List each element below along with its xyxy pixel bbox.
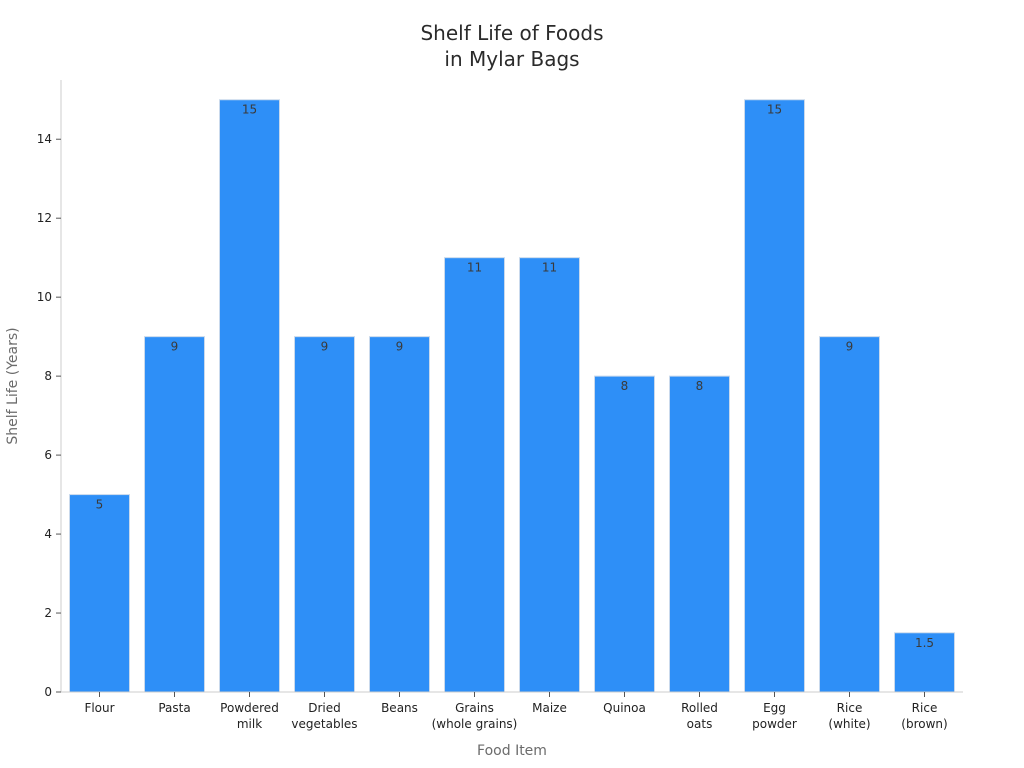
x-tick-label: Maize <box>532 701 567 715</box>
x-tick-label: Rolled oats <box>681 701 718 731</box>
x-tick-label-line: Maize <box>532 701 567 715</box>
y-axis: 0 2 4 6 8 10 12 14 <box>37 80 62 699</box>
x-tick-label-line: Flour <box>84 701 114 715</box>
bar <box>744 99 805 693</box>
bar <box>144 336 205 693</box>
x-axis-label: Food Item <box>477 743 547 759</box>
bar-value-label: 11 <box>542 261 557 275</box>
x-tick-label: Quinoa <box>603 701 646 715</box>
x-tick-label-line: Quinoa <box>603 701 646 715</box>
bar <box>819 336 880 693</box>
x-tick-label: Dried vegetables <box>291 701 357 731</box>
x-tick-label: Rice (white) <box>828 701 870 731</box>
x-tick-label: Pasta <box>158 701 190 715</box>
bar <box>444 257 505 693</box>
bar <box>369 336 430 693</box>
bar-value-label: 9 <box>321 340 329 354</box>
x-tick-label-line: vegetables <box>291 717 357 731</box>
y-axis-label: Shelf Life (Years) <box>5 327 21 444</box>
bar-value-label: 11 <box>467 261 482 275</box>
x-tick-label-line: Pasta <box>158 701 190 715</box>
x-tick-label-line: powder <box>752 717 797 731</box>
chart-title-line-1: Shelf Life of Foods <box>420 21 603 45</box>
x-tick-label-line: Beans <box>381 701 418 715</box>
x-tick-label-line: oats <box>687 717 713 731</box>
x-tick-label-line: (whole grains) <box>432 717 518 731</box>
x-axis: Flour Pasta Powdered milk Dried vegetables Bea… <box>61 691 963 731</box>
bar <box>519 257 580 693</box>
bar <box>669 375 730 693</box>
x-tick-label-line: (white) <box>828 717 870 731</box>
bar-value-label: 8 <box>621 379 629 393</box>
y-tick-label: 4 <box>44 527 52 541</box>
x-tick-label-line: Grains <box>455 701 494 715</box>
bar-value-label: 9 <box>396 340 404 354</box>
x-tick-label-line: Egg <box>763 701 786 715</box>
y-tick-label: 12 <box>37 211 52 225</box>
bar-value-label: 15 <box>767 103 782 117</box>
x-tick-label-line: Rolled <box>681 701 718 715</box>
bar <box>69 494 130 693</box>
x-tick-label: Rice (brown) <box>901 701 947 731</box>
bar <box>594 375 655 693</box>
bar-value-label: 5 <box>96 498 104 512</box>
x-tick-label: Powdered milk <box>220 701 279 731</box>
y-tick-label: 0 <box>44 685 52 699</box>
bar <box>219 99 280 693</box>
y-tick-label: 6 <box>44 448 52 462</box>
y-tick-label: 2 <box>44 606 52 620</box>
x-tick-label-line: Powdered <box>220 701 279 715</box>
chart-title-line-2: in Mylar Bags <box>444 47 579 71</box>
x-tick-label-line: Rice <box>912 701 938 715</box>
x-tick-label: Flour <box>84 701 114 715</box>
y-tick-label: 14 <box>37 132 52 146</box>
bar <box>294 336 355 693</box>
bar-value-label: 9 <box>171 340 179 354</box>
x-tick-label-line: Dried <box>308 701 341 715</box>
x-tick-label-line: milk <box>237 717 262 731</box>
bar-value-label: 8 <box>696 379 704 393</box>
bars-group: 5 9 15 9 9 11 11 8 8 15 9 1.5 <box>69 99 955 693</box>
bar-value-label: 9 <box>846 340 854 354</box>
y-tick-label: 8 <box>44 369 52 383</box>
x-tick-label-line: Rice <box>837 701 863 715</box>
y-tick-label: 10 <box>37 290 52 304</box>
bar-value-label: 15 <box>242 103 257 117</box>
bar-value-label: 1.5 <box>915 636 934 650</box>
x-tick-label: Egg powder <box>752 701 797 731</box>
x-tick-label: Beans <box>381 701 418 715</box>
x-tick-label: Grains (whole grains) <box>432 701 518 731</box>
x-tick-label-line: (brown) <box>901 717 947 731</box>
bar <box>894 632 955 693</box>
